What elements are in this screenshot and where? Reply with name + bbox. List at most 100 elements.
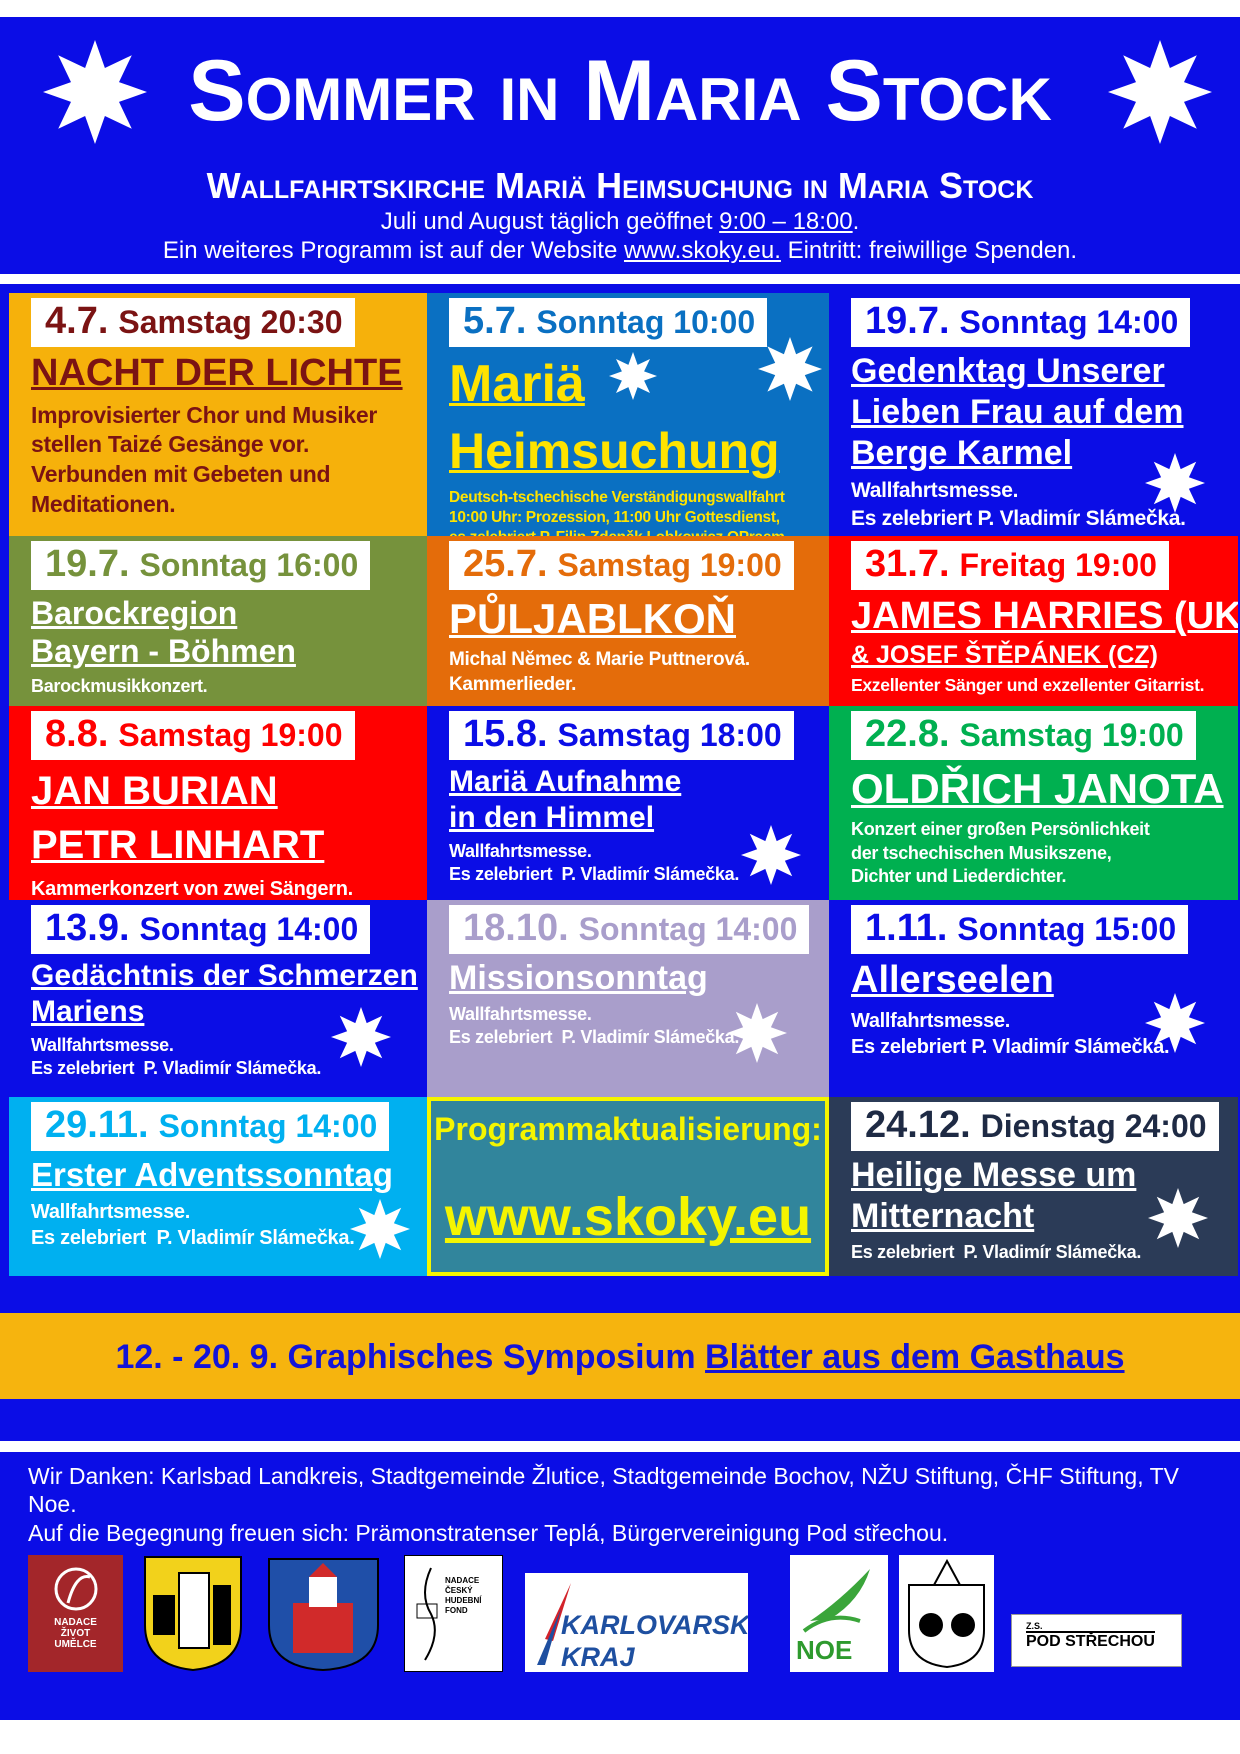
event-day-time: Sonntag 14:00 [578, 911, 798, 947]
event-day-time: Samstag 18:00 [557, 717, 782, 753]
event-title: Missionsonntag [449, 959, 708, 997]
event-description: Es zelebriert P. Vladimír Slámečka. [851, 506, 1186, 530]
event-date: 19.7. [865, 300, 950, 342]
event-cell: 25.7. Samstag 19:00 PŮLJABLKOŇ Michal Němec… [427, 536, 829, 706]
logo-chf: NADACE ČESKÝ HUDEBNÍ FOND [404, 1555, 503, 1672]
date-box: 22.8. Samstag 19:00 [851, 711, 1196, 760]
update-link[interactable]: www.skoky.eu [444, 1187, 812, 1247]
update-heading: Programmaktualisierung: [434, 1111, 822, 1147]
date-box: 25.7. Samstag 19:00 [449, 541, 794, 590]
event-cell: 18.10. Sonntag 14:00 Missionsonntag Wallfah… [427, 900, 829, 1097]
logo-nzu: NADACE ŽIVOT UMĚLCE [28, 1555, 123, 1672]
date-box: 13.9. Sonntag 14:00 [31, 905, 371, 954]
logo-text: NADACE [445, 1576, 480, 1585]
logo-emblem [537, 1583, 571, 1665]
date-box: 24.12. Dienstag 24:00 [851, 1102, 1219, 1151]
event-day-time: Samstag 19:00 [557, 547, 782, 583]
event-cell: 29.11. Sonntag 14:00 Erster Adventssonntag… [9, 1097, 427, 1276]
logo-text: HUDEBNÍ [445, 1596, 482, 1605]
event-description: Dichter und Liederdichter. [851, 866, 1067, 887]
event-title: NACHT DER LICHTE [31, 352, 403, 394]
event-day-time: Samstag 19:00 [118, 717, 343, 753]
event-title: Heimsuchung [449, 422, 780, 479]
event-title: Berge Karmel [851, 433, 1073, 472]
event-title: Erster Adventssonntag [31, 1156, 393, 1193]
website-link[interactable]: www.skoky.eu. [623, 237, 781, 264]
event-title: Bayern - Böhmen [31, 633, 296, 670]
date-box: 19.7. Sonntag 14:00 [851, 298, 1191, 347]
event-description: Kammerkonzert von zwei Sängern. [31, 878, 353, 900]
thanks: Wir Danken: Karlsbad Landkreis, Stadtgem… [28, 1463, 1179, 1517]
event-description: stellen Taizé Gesänge vor. [31, 431, 310, 458]
logo-text: ČESKÝ [445, 1586, 473, 1595]
logo-bochov [268, 1558, 379, 1672]
event-date: 1.11. [865, 907, 948, 949]
event-cell: 13.9. Sonntag 14:00 Gedächtnis der Schmerz… [9, 900, 427, 1097]
event-description: Michal Němec & Marie Puttnerová. [449, 649, 750, 671]
symposium-banner: 12. - 20. 9. Graphisches Symposium Blätt… [0, 1313, 1240, 1399]
event-date: 29.11. [45, 1104, 149, 1146]
logo-tepla [899, 1555, 994, 1672]
text: Juli und August täglich geöffnet [380, 208, 720, 235]
event-description: Kammerlieder. [449, 674, 577, 696]
website-line: Ein weiteres Programm ist auf der Websit… [0, 239, 1240, 263]
event-cell: 24.12. Dienstag 24:00 Heilige Messe um Mitt… [829, 1097, 1238, 1276]
event-description: Wallfahrtsmesse. [851, 479, 1019, 503]
event-date: 19.7. [45, 543, 130, 585]
date-box: 29.11. Sonntag 14:00 [31, 1102, 390, 1151]
date-box: 5.7. Sonntag 10:00 [449, 298, 768, 347]
event-day-time: Sonntag 14:00 [158, 1108, 378, 1144]
event-title: in den Himmel [449, 801, 655, 834]
logo-text: POD STŘECHOU [1026, 1631, 1155, 1650]
event-description: 10:00 Uhr: Prozession, 11:00 Uhr Gottesd… [449, 508, 780, 526]
event-cell: 15.8. Samstag 18:00 Mariä Aufnahme in den H… [427, 706, 829, 900]
date-box: 15.8. Samstag 18:00 [449, 711, 794, 760]
event-description: Es zelebriert P. Vladimír Slámečka. [851, 1035, 1170, 1058]
logo-zlutice [144, 1556, 242, 1672]
logo-text: NOE [796, 1635, 853, 1665]
event-description: Deutsch-tschechische Verständigungswallf… [449, 488, 785, 506]
text: Ein weiteres Programm ist auf der Websit… [162, 237, 624, 264]
event-date: 5.7. [463, 300, 527, 342]
logo-text: UMĚLCE [54, 1639, 97, 1650]
event-day-time: Sonntag 15:00 [957, 911, 1177, 947]
event-title: & JOSEF ŠTĚPÁNEK (CZ) [851, 640, 1158, 669]
event-day-time: Sonntag 14:00 [959, 304, 1179, 340]
star [1108, 40, 1212, 144]
event-title: Allerseelen [851, 959, 1054, 1001]
event-title: Heilige Messe um [851, 1156, 1137, 1194]
event-cell: 31.7. Freitag 19:00 JAMES HARRIES (UK) & JO… [829, 536, 1238, 706]
star [43, 40, 147, 144]
logo-karlovarsky: KARLOVARSKÝ KRAJ [525, 1573, 748, 1672]
date-box: 18.10. Sonntag 14:00 [449, 905, 810, 954]
event-date: 18.10. [463, 907, 569, 949]
banner-text: 12. - 20. 9. Graphisches Symposium Blätt… [0, 1338, 1240, 1377]
event-cell: Programmaktualisierung: www.skoky.eu [427, 1097, 829, 1276]
banner-link[interactable]: Blätter aus dem Gasthaus [705, 1338, 1125, 1376]
event-date: 4.7. [45, 300, 109, 342]
event-title: Mariä Aufnahme [449, 765, 682, 798]
header-band [0, 17, 1240, 274]
event-day-time: Freitag 19:00 [959, 547, 1157, 583]
event-day-time: Dienstag 24:00 [980, 1108, 1207, 1144]
event-title: Mariä [449, 355, 585, 413]
event-title: JAN BURIAN [31, 769, 278, 813]
event-date: 8.8. [45, 713, 109, 755]
event-day-time: Samstag 19:00 [959, 717, 1184, 753]
event-title: OLDŘICH JANOTA [851, 765, 1224, 812]
event-title: Mitternacht [851, 1196, 1035, 1235]
event-description: Es zelebriert P. Vladimír Slámečka. [31, 1226, 355, 1249]
event-date: 31.7. [865, 543, 950, 585]
logo-text: NADACE [54, 1617, 97, 1628]
event-cell: 8.8. Samstag 19:00 JAN BURIAN PETR LINHART K… [9, 706, 427, 900]
event-date: 25.7. [463, 543, 548, 585]
text: Eintritt: freiwillige Spenden. [780, 237, 1078, 264]
event-description: Es zelebriert P. Vladimír Slámečka. [449, 1027, 740, 1048]
event-description: Wallfahrtsmesse. [449, 841, 592, 861]
header-stars [43, 40, 1212, 144]
event-description: Wallfahrtsmesse. [449, 1003, 592, 1024]
logo-text: Z.S. [1026, 1621, 1043, 1631]
event-description: Es zelebriert P. Vladimír Slámečka. [851, 1241, 1142, 1262]
event-day-time: Samstag 20:30 [118, 304, 343, 340]
hours: 9:00 – 18:00 [719, 208, 853, 235]
